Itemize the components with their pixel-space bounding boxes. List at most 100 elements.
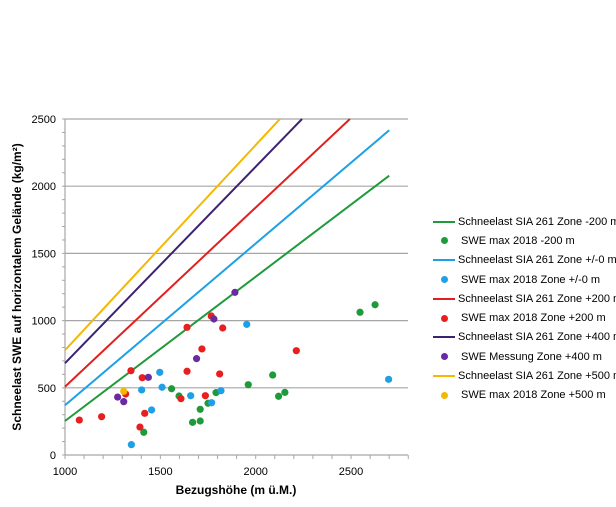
data-point bbox=[177, 395, 185, 403]
legend-label: SWE max 2018 Zone +200 m bbox=[461, 312, 606, 325]
legend-item: SWE Messung Zone +400 m bbox=[432, 347, 616, 366]
legend-swatch bbox=[440, 353, 448, 361]
data-point bbox=[183, 323, 191, 331]
x-axis-title: Bezugshöhe (m ü.M.) bbox=[176, 483, 297, 497]
legend-swatch bbox=[440, 237, 448, 245]
legend-line-marker bbox=[432, 297, 456, 300]
legend-line-marker bbox=[432, 220, 456, 223]
legend-label: SWE Messung Zone +400 m bbox=[461, 350, 602, 363]
legend-label: SWE max 2018 -200 m bbox=[461, 234, 575, 247]
legend-line-marker bbox=[432, 375, 456, 378]
legend-label: SWE max 2018 Zone +500 m bbox=[461, 389, 606, 402]
legend-item: Schneelast SIA 261 Zone +/-0 m bbox=[432, 251, 616, 270]
legend-label: Schneelast SIA 261 Zone -200 m bbox=[458, 215, 616, 228]
data-point bbox=[158, 383, 166, 391]
x-tick-label: 1000 bbox=[53, 466, 77, 478]
data-point bbox=[187, 392, 195, 400]
x-tick-label: 1500 bbox=[148, 466, 172, 478]
legend-item: Schneelast SIA 261 Zone +200 m bbox=[432, 289, 616, 308]
data-point bbox=[136, 423, 144, 431]
data-point bbox=[188, 418, 197, 426]
data-point bbox=[98, 413, 106, 421]
data-point bbox=[120, 398, 128, 406]
data-point bbox=[156, 368, 164, 376]
data-point bbox=[198, 345, 206, 353]
legend-dot-marker bbox=[432, 353, 456, 361]
data-point bbox=[274, 392, 283, 400]
data-point bbox=[183, 367, 191, 375]
legend-item: SWE max 2018 Zone +500 m bbox=[432, 386, 616, 405]
legend-item: SWE max 2018 Zone +/-0 m bbox=[432, 270, 616, 289]
legend-dot-marker bbox=[432, 276, 456, 284]
data-point bbox=[292, 347, 300, 355]
data-point bbox=[208, 399, 216, 407]
data-point bbox=[219, 324, 227, 332]
legend-swatch bbox=[433, 259, 455, 262]
legend-label: Schneelast SIA 261 Zone +200 m bbox=[458, 292, 616, 305]
gridlines bbox=[65, 118, 408, 389]
legend-swatch bbox=[433, 375, 455, 378]
legend-swatch bbox=[440, 391, 448, 399]
data-point bbox=[210, 315, 218, 323]
legend-dot-marker bbox=[432, 237, 456, 245]
axes bbox=[64, 119, 408, 456]
data-point bbox=[75, 416, 83, 424]
series-lines bbox=[64, 118, 390, 422]
data-point bbox=[144, 373, 152, 381]
legend-line-marker bbox=[432, 259, 456, 262]
data-point bbox=[201, 392, 209, 400]
data-point bbox=[371, 301, 379, 309]
data-point bbox=[243, 320, 251, 328]
data-point bbox=[127, 441, 135, 449]
data-point bbox=[216, 370, 224, 378]
ticks: 0 500 1000 1500 2000 2500 1000 1500 2000 2500 bbox=[32, 114, 409, 478]
y-tick-label: 2000 bbox=[32, 181, 56, 193]
legend-dot-marker bbox=[432, 314, 456, 322]
legend-item: Schneelast SIA 261 Zone -200 m bbox=[432, 212, 616, 231]
data-point bbox=[114, 393, 122, 401]
data-point bbox=[120, 387, 128, 395]
y-tick-label: 500 bbox=[38, 383, 56, 395]
data-point bbox=[196, 405, 204, 413]
series-points bbox=[75, 288, 393, 449]
legend-swatch bbox=[440, 276, 448, 284]
data-point bbox=[217, 387, 225, 395]
series-line bbox=[64, 118, 303, 364]
data-point bbox=[281, 388, 289, 396]
series-line bbox=[64, 118, 351, 388]
data-point bbox=[141, 409, 149, 417]
legend-swatch bbox=[433, 220, 455, 223]
x-tick-label: 2500 bbox=[339, 466, 363, 478]
data-point bbox=[196, 417, 204, 425]
data-point bbox=[138, 386, 146, 394]
legend-dot-marker bbox=[432, 391, 456, 399]
legend-line-marker bbox=[432, 336, 456, 339]
legend-item: SWE max 2018 -200 m bbox=[432, 231, 616, 250]
legend-label: Schneelast SIA 261 Zone +500 m bbox=[458, 370, 616, 383]
legend-label: SWE max 2018 Zone +/-0 m bbox=[461, 273, 601, 286]
legend-label: Schneelast SIA 261 Zone +400 m bbox=[458, 331, 616, 344]
y-tick-label: 1000 bbox=[32, 316, 56, 328]
series-line bbox=[64, 118, 281, 351]
x-tick-label: 2000 bbox=[243, 466, 267, 478]
y-tick-label: 2500 bbox=[32, 114, 56, 126]
series-line bbox=[64, 174, 390, 422]
data-point bbox=[140, 428, 148, 436]
data-point bbox=[192, 355, 201, 363]
y-tick-label: 1500 bbox=[32, 248, 56, 260]
data-point bbox=[269, 371, 277, 379]
legend-item: SWE max 2018 Zone +200 m bbox=[432, 308, 616, 327]
data-point bbox=[244, 381, 252, 389]
legend: Schneelast SIA 261 Zone -200 m SWE max 20… bbox=[432, 212, 616, 405]
legend-swatch bbox=[433, 297, 455, 300]
series-line bbox=[64, 129, 390, 407]
y-axis-title: Schneelast SWE auf horizontalem Gelände … bbox=[10, 143, 24, 430]
data-point bbox=[356, 308, 364, 316]
legend-item: Schneelast SIA 261 Zone +500 m bbox=[432, 366, 616, 385]
legend-item: Schneelast SIA 261 Zone +400 m bbox=[432, 328, 616, 347]
data-point bbox=[385, 375, 393, 383]
legend-label: Schneelast SIA 261 Zone +/-0 m bbox=[458, 254, 616, 267]
y-tick-label: 0 bbox=[50, 450, 56, 462]
data-point bbox=[231, 288, 239, 296]
